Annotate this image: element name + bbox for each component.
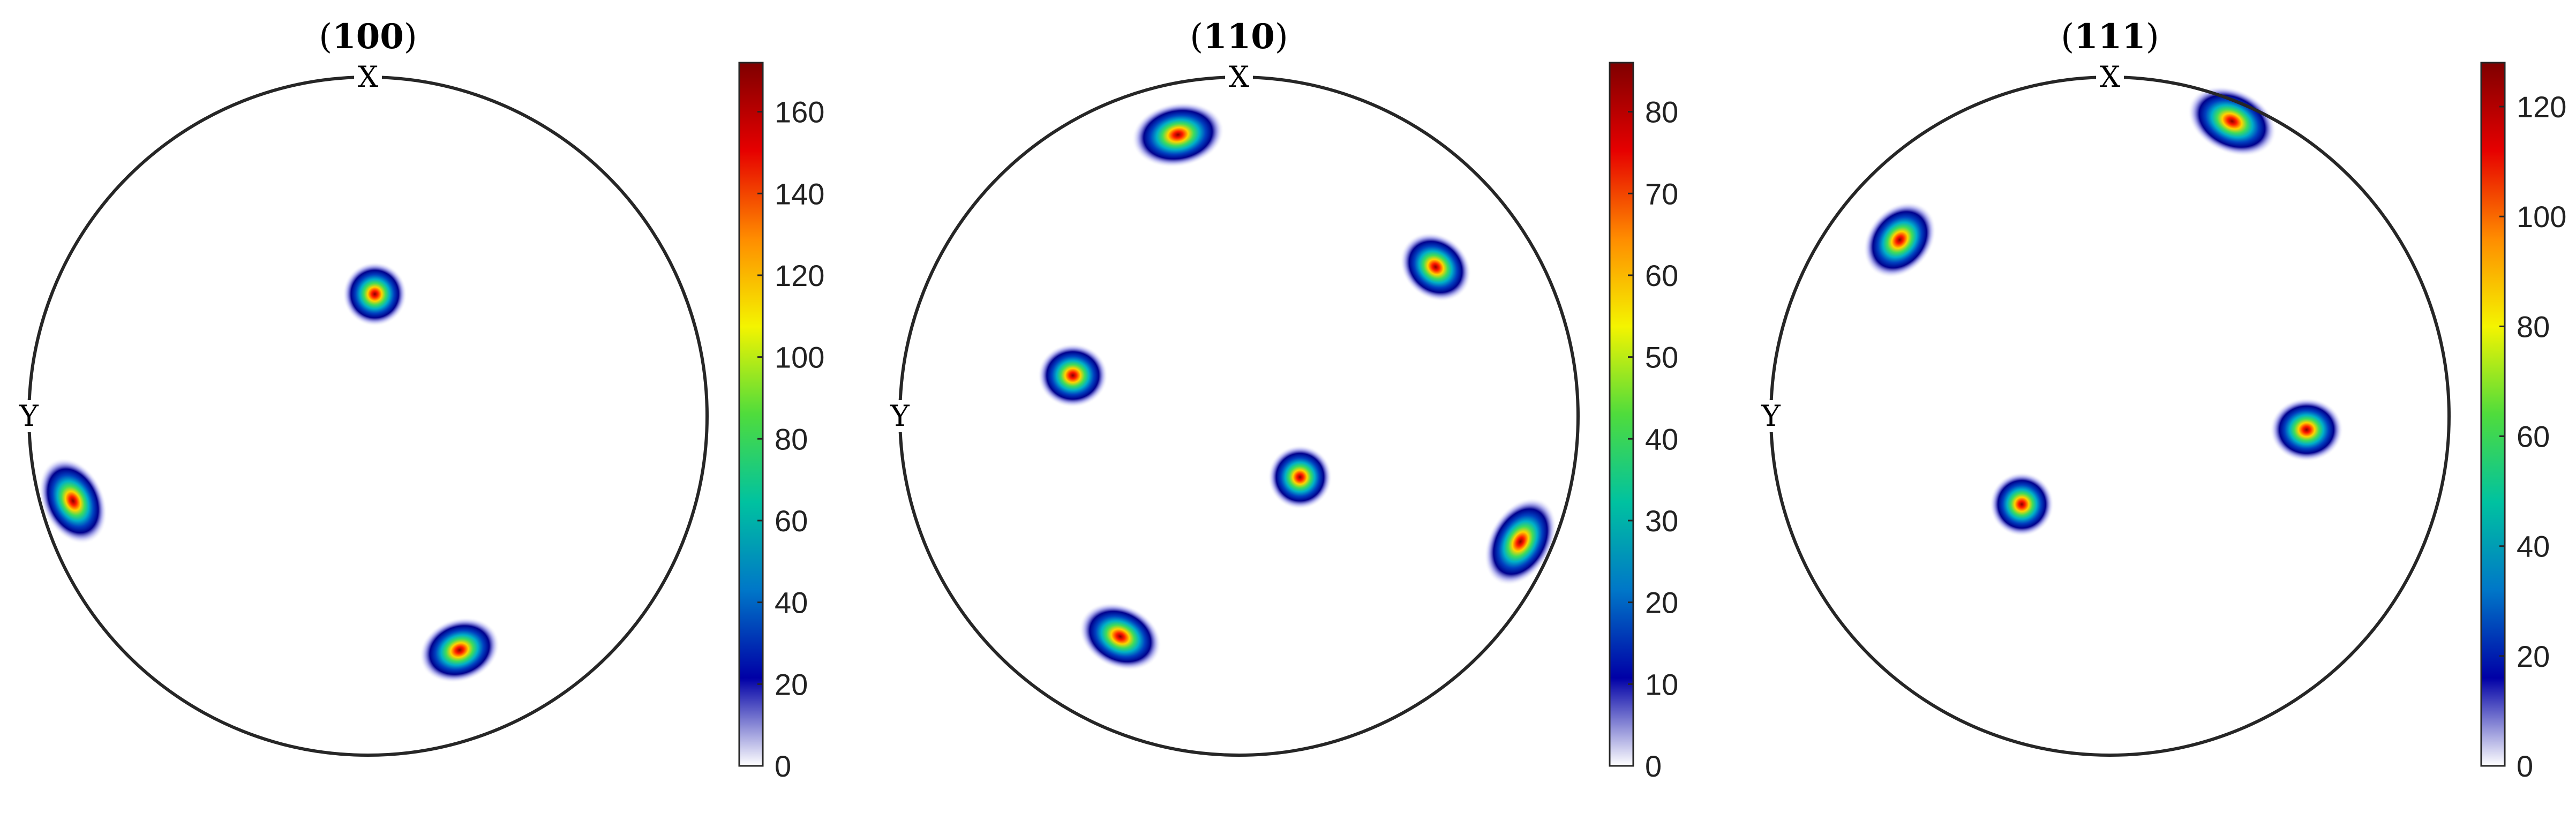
pole-intensity-spot [342, 262, 407, 327]
colorbar-tick-label: 0 [1645, 749, 1662, 783]
title-miller-index: 111 [2074, 17, 2146, 57]
axis-label-y: Y [19, 399, 39, 433]
colorbar-tick-label: 20 [775, 667, 808, 701]
colorbar: 0 20 40 60 80 100 120 [2480, 62, 2566, 783]
colorbar-tick-label: 0 [2517, 749, 2533, 783]
y-label-backing [14, 400, 44, 432]
colorbar-tick-label: 60 [1645, 259, 1678, 292]
colorbar-tick-label: 80 [1645, 95, 1678, 129]
colorbar-tick-label: 50 [1645, 341, 1678, 374]
colorbar-gradient [1609, 62, 1634, 767]
colorbar-tick-label: 30 [1645, 504, 1678, 538]
colorbar-gradient [2480, 62, 2506, 767]
colorbar-tick-label: 40 [2517, 530, 2550, 563]
title-open-paren: ( [1190, 17, 1203, 57]
panel-title: (111) [2061, 17, 2159, 57]
pole-intensity-spot [419, 617, 500, 683]
pole-intensity-spot [1038, 343, 1108, 408]
colorbar: 0 20 40 60 80 100 120 140 160 [738, 62, 824, 783]
pole-intensity-spot [1400, 232, 1471, 302]
panel-title: (100) [319, 17, 417, 57]
y-label-backing [885, 400, 915, 432]
colorbar-tick-label: 160 [775, 95, 824, 129]
colorbar-tick-label: 80 [2517, 310, 2550, 343]
title-open-paren: ( [319, 17, 332, 57]
x-label-backing [2096, 61, 2124, 91]
colorbar-tick-label: 70 [1645, 177, 1678, 210]
colorbar-tick-label: 40 [1645, 422, 1678, 456]
panel-title: (110) [1190, 17, 1288, 57]
pole-intensity-spot [1989, 472, 2054, 537]
colorbar-tick-label: 100 [2517, 200, 2566, 234]
colorbar-tick-label: 10 [1645, 667, 1678, 701]
colorbar-tick-label: 20 [2517, 639, 2550, 673]
title-miller-index: 110 [1203, 17, 1275, 57]
colorbar-tick-label: 40 [775, 586, 808, 620]
colorbar-gradient [738, 62, 764, 767]
colorbar-tick-label: 120 [2517, 90, 2566, 124]
pole-intensity-spot [2188, 86, 2277, 156]
pole-intensity-spot [1267, 445, 1332, 509]
colorbar-tick-label: 80 [775, 422, 808, 456]
colorbar-tick-label: 0 [775, 749, 791, 783]
colorbar: 0 10 20 30 40 50 60 70 80 [1609, 62, 1678, 783]
title-open-paren: ( [2061, 17, 2074, 57]
title-close-paren: ) [404, 17, 417, 57]
pole-intensity-spot [1079, 602, 1162, 671]
axis-label-x: X [358, 60, 379, 94]
axis-label-x: X [2100, 60, 2121, 94]
title-close-paren: ) [2146, 17, 2159, 57]
pole-intensity-spot [39, 457, 107, 544]
colorbar-tick-label: 120 [775, 259, 824, 292]
axis-label-y: Y [1761, 399, 1781, 433]
pole-figure-boundary [27, 76, 709, 757]
colorbar-tick-label: 140 [775, 177, 824, 210]
pole-intensity-spot [1131, 102, 1225, 168]
axis-label-y: Y [890, 399, 910, 433]
x-label-backing [1225, 61, 1253, 91]
colorbar-tick-label: 60 [2517, 420, 2550, 454]
colorbar-tick-label: 20 [1645, 586, 1678, 620]
colorbar-tick-label: 60 [775, 504, 808, 538]
axis-label-x: X [1229, 60, 1250, 94]
title-miller-index: 100 [332, 17, 404, 57]
pole-intensity-spot [1484, 498, 1557, 586]
pole-intensity-spot [2270, 397, 2344, 462]
title-close-paren: ) [1275, 17, 1288, 57]
pole-figure-boundary [898, 76, 1580, 757]
colorbar-tick-label: 100 [775, 341, 824, 374]
y-label-backing [1756, 400, 1786, 432]
x-label-backing [354, 61, 382, 91]
pole-intensity-spot [1863, 201, 1936, 278]
pole-figure-boundary [1769, 76, 2451, 757]
